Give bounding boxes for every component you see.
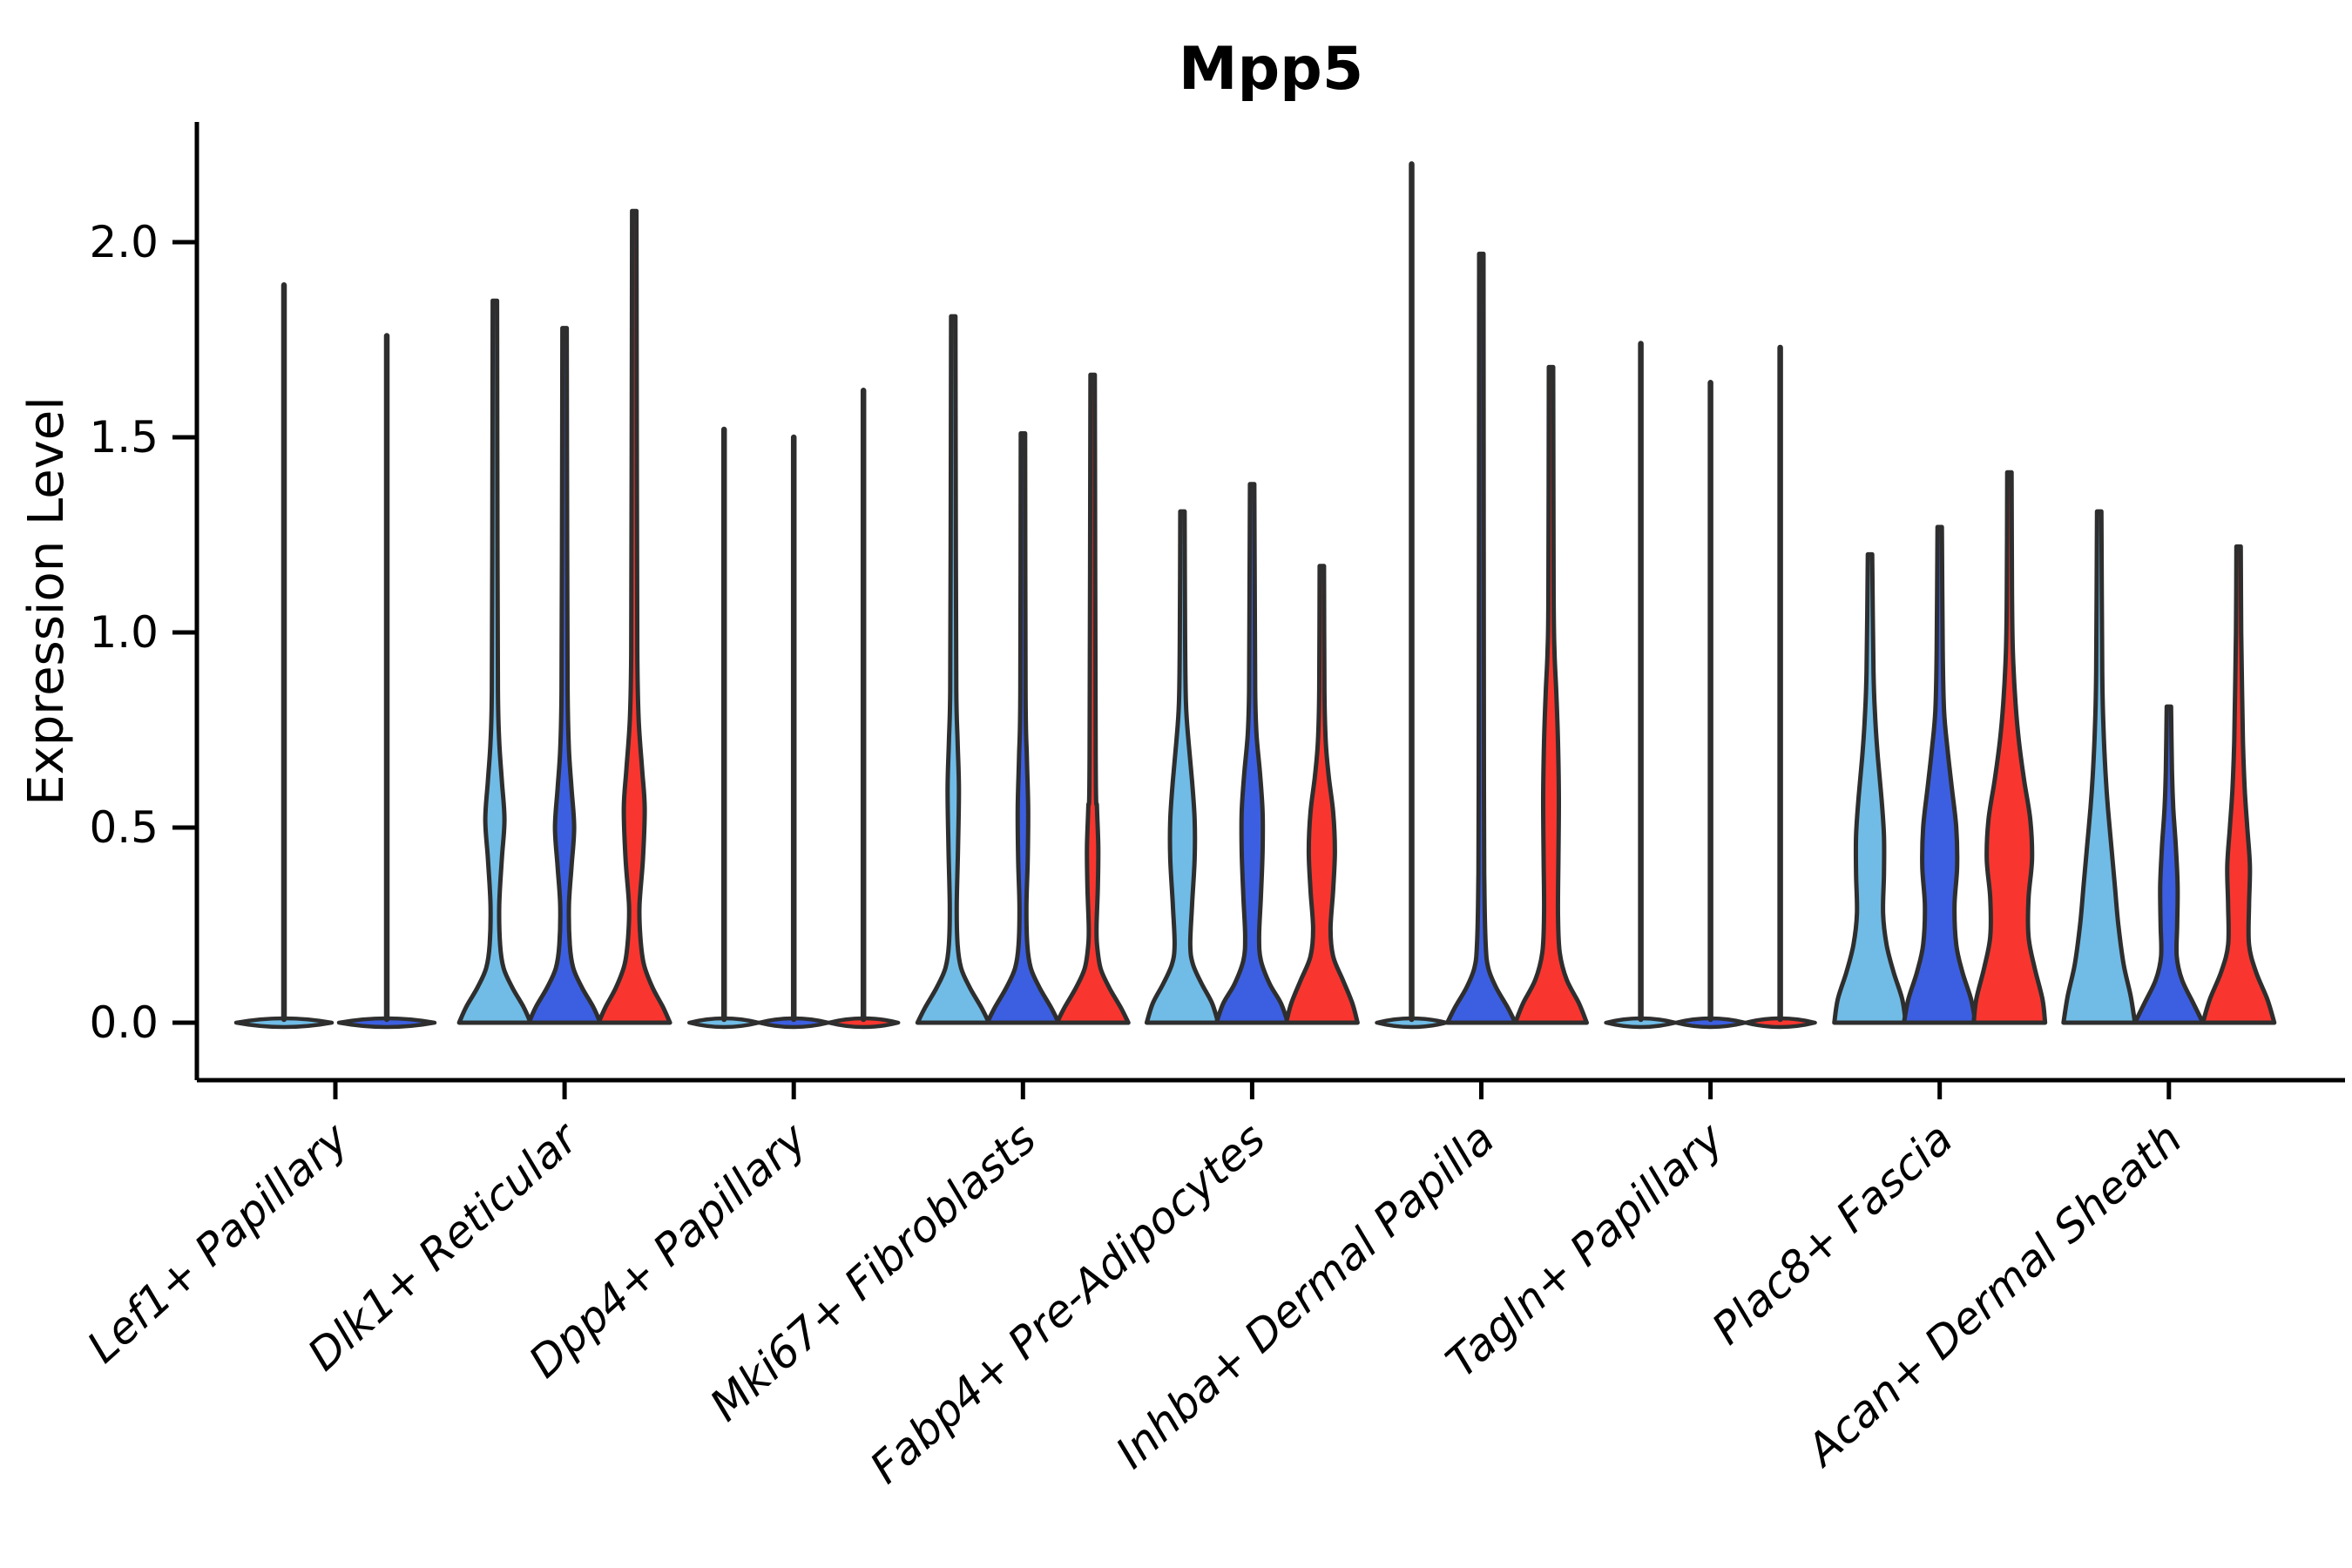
- chart-title: Mpp5: [1179, 35, 1363, 104]
- violin: [1971, 470, 2048, 1025]
- violin: [2132, 704, 2206, 1025]
- y-tick-label: 0.5: [89, 802, 159, 853]
- violins-layer: [233, 161, 2277, 1030]
- violin-flat: [233, 1016, 335, 1030]
- violin: [1832, 551, 1909, 1025]
- x-category-label: Plac8+ Fascia: [1702, 1113, 1962, 1355]
- violin: [1144, 509, 1220, 1025]
- violin: [596, 208, 672, 1025]
- violin-flat: [826, 1016, 901, 1030]
- y-tick-label: 1.0: [89, 607, 159, 658]
- violin: [1513, 364, 1589, 1025]
- violin: [456, 298, 533, 1025]
- violin: [915, 314, 991, 1025]
- y-tick-label: 0.0: [89, 997, 159, 1048]
- violin: [1054, 372, 1131, 1025]
- x-category-label: Inhba+ Dermal Papilla: [1106, 1113, 1504, 1478]
- violin: [1902, 524, 1978, 1025]
- violin: [2061, 509, 2138, 1025]
- y-axis-label: Expression Level: [18, 396, 75, 806]
- x-category-label: Fabp4+ Pre-Adipocytes: [861, 1113, 1275, 1493]
- y-tick-label: 2.0: [89, 217, 159, 267]
- y-tick-label: 1.5: [89, 412, 159, 463]
- violin: [1213, 482, 1290, 1025]
- violin: [526, 326, 603, 1025]
- violin: [1445, 251, 1517, 1025]
- violin: [2200, 544, 2277, 1025]
- violin-flat: [336, 1016, 437, 1030]
- violin: [984, 431, 1061, 1025]
- violin-flat: [1743, 1016, 1817, 1030]
- x-category-label: Acan+ Dermal Sheath: [1795, 1113, 2192, 1477]
- violin: [1283, 564, 1360, 1025]
